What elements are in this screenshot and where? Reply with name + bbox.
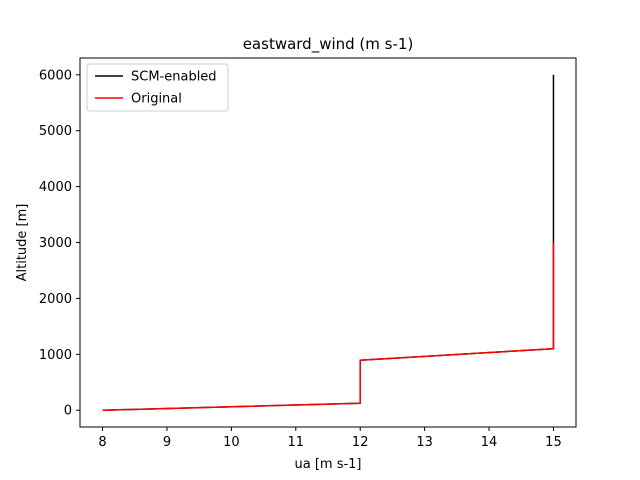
x-tick-label-3: 11 bbox=[288, 435, 305, 450]
x-tick-label-5: 13 bbox=[416, 435, 433, 450]
legend-label-0: SCM-enabled bbox=[131, 70, 217, 85]
legend-label-1: Original bbox=[131, 92, 182, 107]
x-tick-label-0: 8 bbox=[98, 435, 106, 450]
y-tick-label-0: 0 bbox=[64, 404, 72, 419]
x-tick-label-7: 15 bbox=[545, 435, 562, 450]
y-tick-label-1: 1000 bbox=[39, 348, 72, 363]
y-tick-label-6: 6000 bbox=[39, 68, 72, 83]
chart-title: eastward_wind (m s-1) bbox=[243, 35, 414, 54]
x-tick-label-2: 10 bbox=[223, 435, 240, 450]
x-tick-label-1: 9 bbox=[163, 435, 171, 450]
y-axis-label: Altitude [m] bbox=[15, 204, 30, 282]
y-tick-label-5: 5000 bbox=[39, 124, 72, 139]
x-tick-label-4: 12 bbox=[352, 435, 369, 450]
legend: SCM-enabled Original bbox=[86, 63, 229, 112]
series-layer bbox=[102, 74, 555, 411]
x-tick-label-6: 14 bbox=[481, 435, 498, 450]
x-axis-label: ua [m s-1] bbox=[294, 457, 361, 472]
y-tick-label-2: 2000 bbox=[39, 292, 72, 307]
x-axis: 8 9 10 11 12 13 14 15 bbox=[98, 427, 562, 450]
y-tick-label-4: 4000 bbox=[39, 180, 72, 195]
y-axis: 0 1000 2000 3000 4000 5000 6000 bbox=[39, 68, 80, 419]
series-line-1 bbox=[102, 242, 555, 411]
y-tick-label-3: 3000 bbox=[39, 236, 72, 251]
